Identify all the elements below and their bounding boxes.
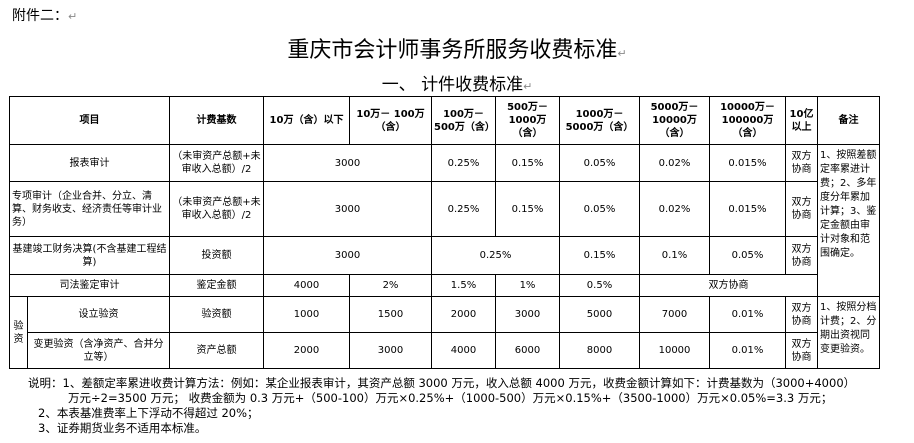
row-value: 0.01% bbox=[709, 332, 786, 369]
header-c2: 10万－ 100万（含） bbox=[349, 96, 432, 145]
row-value: 双方协商 bbox=[639, 274, 818, 297]
attachment-label: 附件二：↵ bbox=[12, 8, 78, 24]
row-item: 专项审计（企业合并、分立、清算、财务收支、经济责任等审计业务） bbox=[9, 181, 170, 237]
group-label: 验资 bbox=[9, 296, 28, 369]
row-value: 0.015% bbox=[709, 181, 786, 237]
row-value: 0.05% bbox=[559, 144, 640, 182]
row-value: 双方协商 bbox=[785, 332, 818, 369]
row-basis: 投资额 bbox=[169, 236, 264, 275]
row-value: 1.5% bbox=[431, 274, 496, 297]
section-title: 一、 计件收费标准↵ bbox=[381, 75, 533, 95]
row-value: 6000 bbox=[495, 332, 560, 369]
row-value: 3000 bbox=[263, 181, 432, 237]
table-row: 基建竣工财务决算(不含基建工程结算) 投资额 3000 0.25% 0.15% … bbox=[9, 236, 880, 275]
row-value: 3000 bbox=[263, 236, 432, 275]
header-c4: 500万－1000万（含） bbox=[495, 96, 560, 145]
table-row: 报表审计 （未审资产总额+未审收入总额）/2 3000 0.25% 0.15% … bbox=[9, 144, 880, 297]
note-line: 3、证券期货业务不适用本标准。 bbox=[38, 421, 207, 435]
row-value: 7000 bbox=[639, 296, 710, 333]
row-value: 0.25% bbox=[431, 236, 560, 275]
row-basis: 鉴定金额 bbox=[169, 274, 264, 297]
row-item: 变更验资（含净资产、合并分立等） bbox=[27, 332, 170, 369]
notes-section: 说明：1、差额定率累进收费计算方法：例如：某企业报表审计，其资产总额 3000 … bbox=[28, 376, 855, 436]
row-value: 双方协商 bbox=[785, 181, 818, 237]
row-value: 0.02% bbox=[639, 144, 710, 182]
row-value: 8000 bbox=[559, 332, 640, 369]
row-value: 0.1% bbox=[639, 236, 710, 275]
row-value: 3000 bbox=[263, 144, 432, 182]
row-value: 双方协商 bbox=[785, 144, 818, 182]
table-header-row: 项目 计费基数 10万（含）以下 10万－ 100万（含） 100万－ 500万… bbox=[9, 96, 880, 145]
row-item: 报表审计 bbox=[9, 144, 170, 182]
row-basis: 资产总额 bbox=[169, 332, 264, 369]
row-basis: 验资额 bbox=[169, 296, 264, 333]
header-c3: 100万－ 500万（含） bbox=[431, 96, 496, 145]
page-title: 重庆市会计师事务所服务收费标准↵ bbox=[287, 38, 627, 63]
row-value: 0.5% bbox=[559, 274, 640, 297]
row-value: 0.25% bbox=[431, 144, 496, 182]
row-value: 双方协商 bbox=[785, 296, 818, 333]
note-line: 说明：1、差额定率累进收费计算方法：例如：某企业报表审计，其资产总额 3000 … bbox=[28, 376, 856, 390]
header-basis: 计费基数 bbox=[169, 96, 264, 145]
row-value: 0.15% bbox=[495, 181, 560, 237]
header-c6: 5000万－10000万（含） bbox=[639, 96, 710, 145]
table-row: 司法鉴定审计 鉴定金额 4000 2% 1.5% 1% 0.5% 双方协商 bbox=[9, 274, 880, 297]
header-c5: 1000万－5000万（含） bbox=[559, 96, 640, 145]
row-value: 1% bbox=[495, 274, 560, 297]
row-value: 4000 bbox=[263, 274, 350, 297]
header-remark: 备注 bbox=[817, 96, 880, 145]
row-value: 3000 bbox=[495, 296, 560, 333]
row-value: 0.05% bbox=[709, 236, 786, 275]
row-value: 双方协商 bbox=[785, 236, 818, 275]
row-value: 2000 bbox=[431, 296, 496, 333]
note-line: 万元÷2=3500 万元； 收费金额为 0.3 万元+（500-100）万元×0… bbox=[68, 391, 833, 405]
fee-table: 项目 计费基数 10万（含）以下 10万－ 100万（含） 100万－ 500万… bbox=[9, 96, 880, 369]
table-row: 变更验资（含净资产、合并分立等） 资产总额 2000 3000 4000 600… bbox=[10, 332, 880, 369]
row-value: 0.05% bbox=[559, 181, 640, 237]
row-item: 基建竣工财务决算(不含基建工程结算) bbox=[9, 236, 170, 275]
header-c8: 10亿以上 bbox=[785, 96, 818, 145]
row-value: 3000 bbox=[349, 332, 432, 369]
row-value: 0.01% bbox=[709, 296, 786, 333]
table-row: 验资 设立验资 验资额 1000 1500 2000 3000 5000 700… bbox=[9, 296, 880, 369]
row-value: 0.15% bbox=[495, 144, 560, 182]
row-value: 0.25% bbox=[431, 181, 496, 237]
row-basis: （未审资产总额+未审收入总额）/2 bbox=[169, 181, 264, 237]
row-value: 4000 bbox=[431, 332, 496, 369]
row-value: 2% bbox=[349, 274, 432, 297]
header-c1: 10万（含）以下 bbox=[263, 96, 350, 145]
row-value: 2000 bbox=[263, 332, 350, 369]
row-value: 0.015% bbox=[709, 144, 786, 182]
remark-top: 1、按照差额定率累进计费；2、多年度分年累加计算；3、鉴定金额由审计对象和范围确… bbox=[817, 144, 880, 297]
row-item: 设立验资 bbox=[27, 296, 170, 333]
row-value: 0.15% bbox=[559, 236, 640, 275]
row-value: 1500 bbox=[349, 296, 432, 333]
header-item: 项目 bbox=[9, 96, 170, 145]
row-value: 1000 bbox=[263, 296, 350, 333]
table-row: 专项审计（企业合并、分立、清算、财务收支、经济责任等审计业务） （未审资产总额+… bbox=[9, 181, 880, 237]
note-line: 2、本表基准费率上下浮动不得超过 20%； bbox=[38, 406, 259, 420]
row-value: 5000 bbox=[559, 296, 640, 333]
row-value: 10000 bbox=[639, 332, 710, 369]
header-c7: 10000万－100000万（含） bbox=[709, 96, 786, 145]
row-basis: （未审资产总额+未审收入总额）/2 bbox=[169, 144, 264, 182]
row-item: 司法鉴定审计 bbox=[9, 274, 170, 297]
remark-bottom: 1、按照分档计费；2、分期出资视同变更验资。 bbox=[817, 296, 880, 369]
row-value: 0.02% bbox=[639, 181, 710, 237]
